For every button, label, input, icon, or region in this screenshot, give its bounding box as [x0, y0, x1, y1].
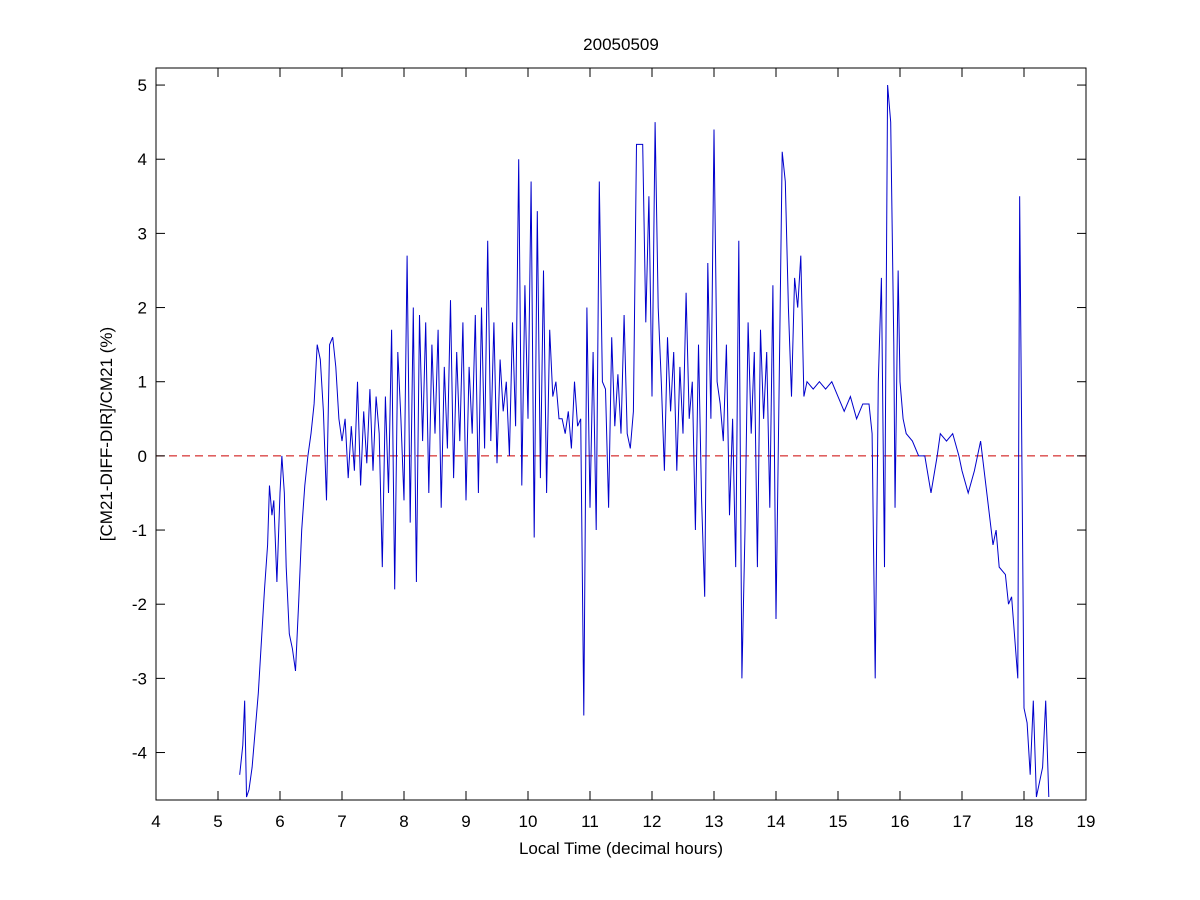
y-tick-label: -3: [132, 669, 147, 688]
x-tick-label: 14: [767, 812, 786, 831]
x-tick-label: 6: [275, 812, 284, 831]
x-tick-label: 8: [399, 812, 408, 831]
y-tick-label: 3: [138, 224, 147, 243]
chart-title: 20050509: [583, 35, 659, 54]
x-tick-label: 7: [337, 812, 346, 831]
x-tick-label: 19: [1077, 812, 1096, 831]
x-tick-label: 18: [1015, 812, 1034, 831]
data-line: [239, 85, 1050, 798]
plot-area: [155, 67, 1087, 801]
x-tick-label: 17: [953, 812, 972, 831]
x-tick-label: 16: [891, 812, 910, 831]
y-tick-label: -4: [132, 744, 147, 763]
x-tick-label: 13: [705, 812, 724, 831]
x-tick-label: 10: [519, 812, 538, 831]
y-tick-label: 1: [138, 373, 147, 392]
y-tick-label: -1: [132, 521, 147, 540]
plot-layer: [156, 85, 1086, 798]
y-tick-label: -2: [132, 595, 147, 614]
y-tick-label: 0: [138, 447, 147, 466]
x-tick-label: 4: [151, 812, 160, 831]
y-tick-label: 5: [138, 76, 147, 95]
x-tick-label: 5: [213, 812, 222, 831]
y-axis-label: [CM21-DIFF-DIR]/CM21 (%): [97, 327, 116, 541]
x-tick-label: 12: [643, 812, 662, 831]
y-tick-label: 2: [138, 299, 147, 318]
x-tick-label: 11: [581, 812, 599, 831]
x-tick-label: 9: [461, 812, 470, 831]
x-axis-label: Local Time (decimal hours): [519, 839, 723, 858]
y-tick-label: 4: [138, 150, 147, 169]
x-tick-label: 15: [829, 812, 848, 831]
